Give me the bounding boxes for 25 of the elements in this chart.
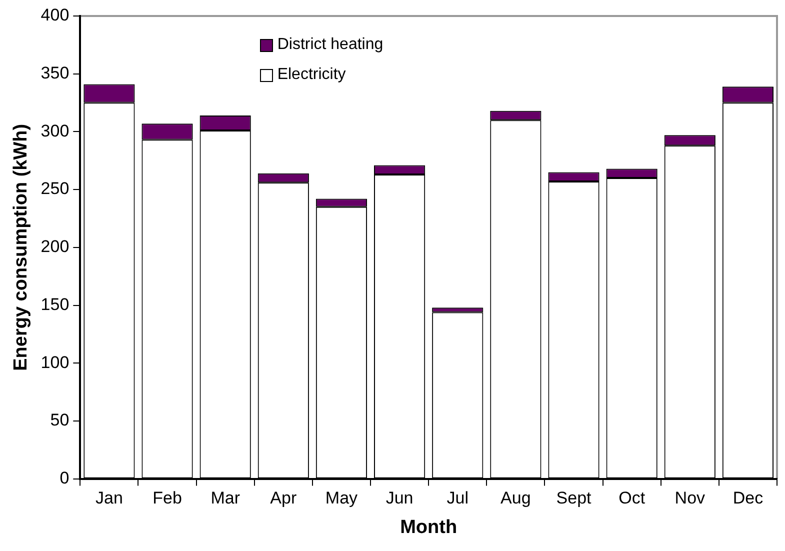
y-axis-title: Energy consumption (kWh) — [10, 124, 32, 371]
x-tick-label: Oct — [618, 488, 646, 508]
x-tick-label: Apr — [270, 488, 297, 508]
y-tick-label: 400 — [40, 6, 70, 25]
y-tick-label: 300 — [40, 121, 70, 140]
x-tick-label: Aug — [500, 488, 531, 508]
x-tick-label: Nov — [674, 488, 706, 508]
legend-label: District heating — [277, 35, 384, 55]
x-tick-label: May — [325, 488, 358, 508]
y-tick-label: 50 — [50, 410, 70, 430]
x-tick-label: Mar — [210, 488, 240, 508]
x-tick-label: Jan — [95, 488, 123, 508]
y-tick-label: 100 — [40, 352, 70, 372]
y-tick-label: 250 — [40, 179, 70, 198]
y-tick-label: 0 — [60, 468, 70, 488]
y-tick-label: 200 — [40, 237, 70, 256]
x-tick-label: Jul — [446, 488, 468, 508]
x-tick-label: Sept — [556, 488, 592, 508]
x-axis-title: Month — [400, 516, 458, 538]
x-tick-label: Feb — [152, 488, 182, 508]
x-tick-label: Dec — [732, 488, 764, 508]
x-tick-label: Jun — [386, 488, 414, 508]
legend-label: Electricity — [277, 65, 346, 85]
y-tick-label: 150 — [40, 294, 70, 314]
y-tick-label: 350 — [40, 64, 70, 83]
